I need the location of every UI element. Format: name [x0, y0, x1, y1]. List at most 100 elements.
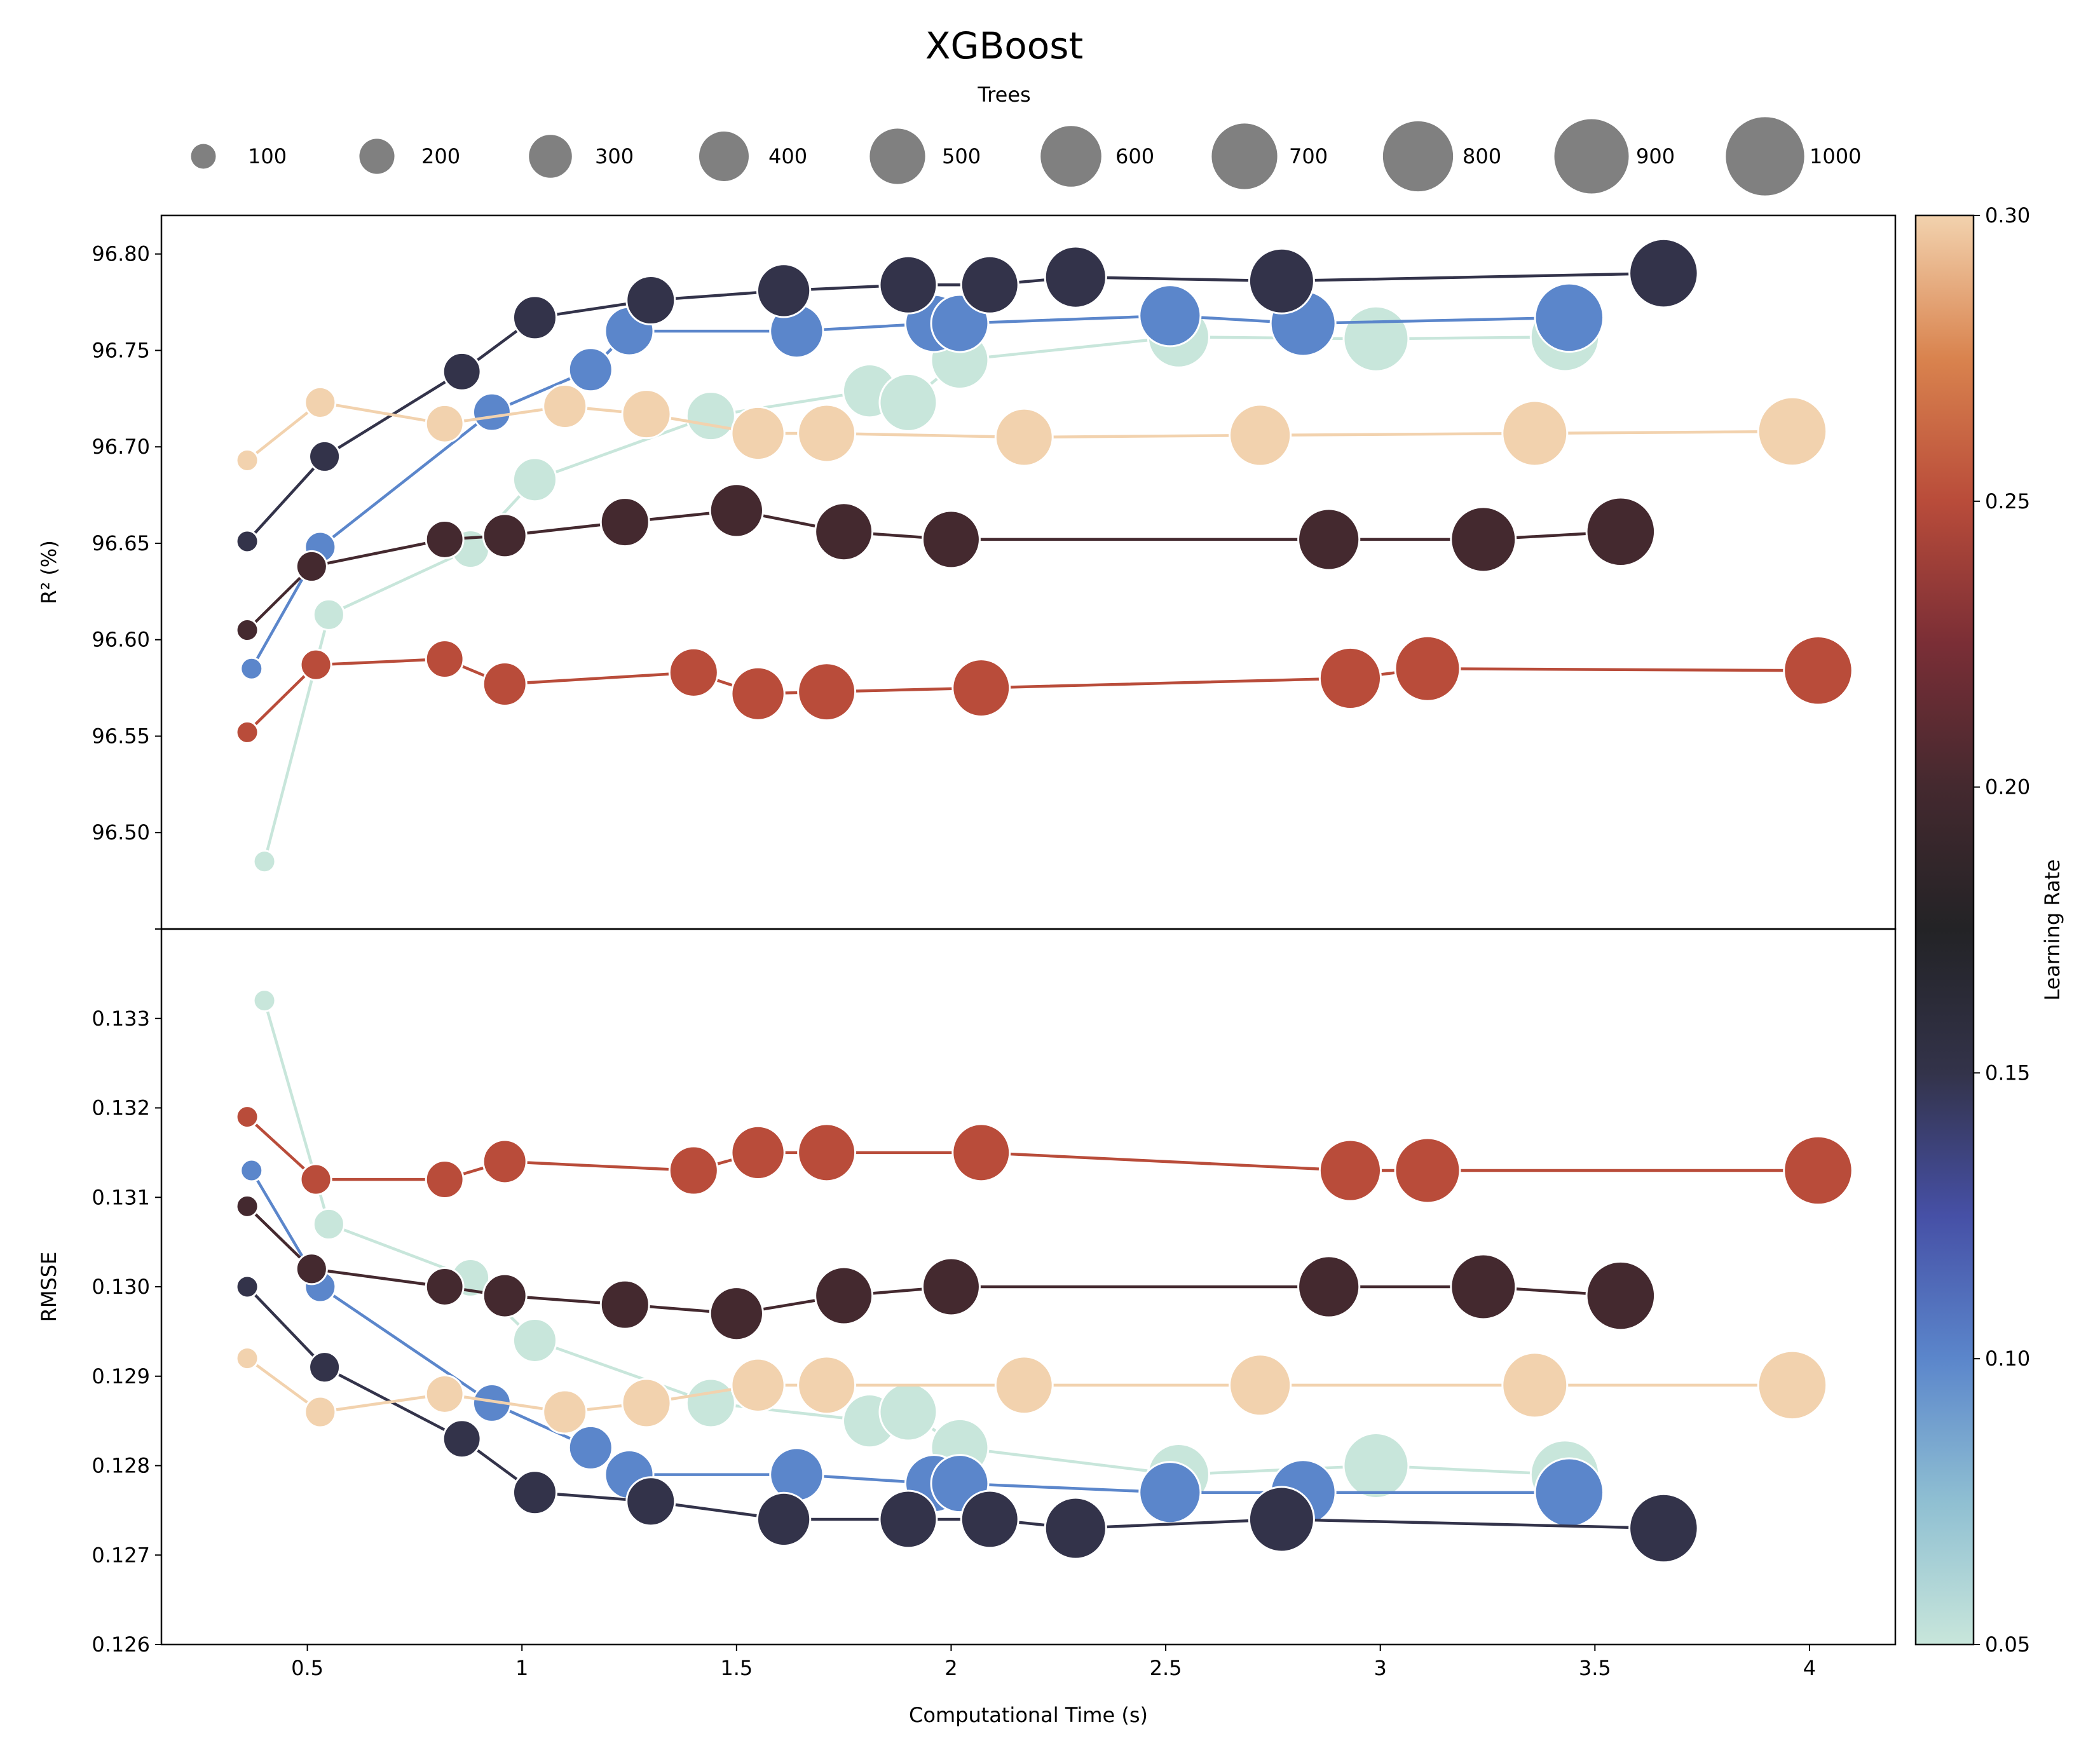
data-point	[1318, 1139, 1382, 1202]
data-point	[921, 510, 981, 569]
data-point	[472, 392, 512, 432]
y-tick-label: 0.133	[92, 1007, 150, 1031]
data-point	[425, 404, 465, 444]
data-point	[425, 519, 465, 559]
series-lr-0.2	[235, 483, 1656, 642]
series-lr-0.25	[235, 1105, 1853, 1206]
data-point	[1229, 1353, 1292, 1417]
data-point	[568, 347, 613, 393]
data-point	[709, 483, 764, 538]
data-point	[1248, 1486, 1315, 1553]
data-point	[1757, 396, 1828, 467]
data-point	[625, 1476, 676, 1527]
y-tick-label: 96.50	[92, 820, 150, 844]
data-point	[1394, 1137, 1461, 1204]
series-line	[246, 1115, 1818, 1181]
data-point	[542, 1389, 588, 1435]
data-point	[1138, 1461, 1202, 1524]
size-legend-title: Trees	[977, 83, 1030, 107]
data-point	[994, 1355, 1054, 1415]
legend-marker-700	[1211, 123, 1278, 189]
x-tick-label: 1.5	[720, 1656, 753, 1680]
y-tick-label: 96.75	[92, 338, 150, 362]
series-lr-0.05	[252, 989, 1600, 1510]
data-point	[442, 1419, 482, 1459]
data-point	[730, 1357, 786, 1413]
legend-marker-900	[1554, 119, 1629, 194]
plot-area	[235, 238, 1853, 874]
data-point	[797, 1355, 857, 1415]
legend-marker-100	[191, 144, 216, 169]
colorbar-tick-label: 0.15	[1985, 1061, 2030, 1085]
data-point	[240, 656, 264, 681]
data-point	[1501, 400, 1569, 467]
data-point	[921, 1257, 981, 1317]
y-tick-label: 0.132	[92, 1096, 150, 1120]
colorbar-tick-label: 0.10	[1985, 1346, 2030, 1371]
data-point	[1450, 1253, 1517, 1320]
legend-label-800: 800	[1462, 144, 1501, 168]
data-point	[730, 1125, 786, 1181]
data-point	[1628, 1493, 1699, 1564]
data-point	[425, 1160, 465, 1200]
data-point	[512, 1317, 557, 1363]
legend-label-500: 500	[942, 144, 981, 168]
colorbar-tick-label: 0.30	[1985, 203, 2030, 227]
data-point	[252, 989, 276, 1013]
data-point	[994, 407, 1054, 467]
legend-label-400: 400	[768, 144, 807, 168]
data-point	[756, 1491, 812, 1547]
data-point	[299, 648, 332, 681]
series-lr-0.3	[235, 383, 1828, 472]
data-point	[295, 550, 328, 583]
series-line	[246, 657, 1818, 734]
data-point	[512, 457, 557, 503]
colorbar-label: Learning Rate	[2040, 859, 2064, 1000]
x-tick-label: 3.5	[1579, 1656, 1611, 1680]
panel-rmsse: 0.126 0.127 0.128 0.129 0.130 0.131 0.132 0.133…	[37, 928, 1897, 1680]
data-point	[235, 1194, 259, 1218]
x-tick-label: 0.5	[291, 1656, 324, 1680]
legend-marker-300	[529, 135, 572, 178]
data-point	[1138, 284, 1202, 348]
data-point	[878, 255, 938, 315]
data-point	[1585, 1260, 1656, 1331]
series-lr-0.2	[235, 1194, 1656, 1341]
data-point	[240, 1158, 264, 1183]
data-point	[425, 1267, 465, 1306]
data-point	[685, 1378, 736, 1428]
data-point	[235, 1105, 259, 1129]
data-point	[1248, 247, 1315, 315]
colorbar-gradient	[1914, 214, 1975, 1646]
legend-marker-600	[1040, 126, 1101, 187]
y-axis-label: R² (%)	[37, 540, 61, 604]
data-point	[599, 497, 650, 548]
data-point	[1044, 245, 1107, 309]
y-tick-label: 0.128	[92, 1454, 150, 1478]
data-point	[568, 1425, 613, 1470]
data-point	[1534, 1457, 1605, 1528]
data-point	[235, 618, 259, 642]
legend-marker-400	[699, 132, 749, 181]
y-tick-label: 0.127	[92, 1543, 150, 1567]
legend-marker-200	[359, 139, 395, 174]
data-point	[1229, 404, 1292, 467]
series-lr-0.15	[235, 238, 1699, 553]
data-point	[1501, 1352, 1569, 1419]
panel-r2: 96.50 96.55 96.60 96.65 96.70 96.75 96.80 R² (%…	[37, 214, 1897, 930]
colorbar-tick-label: 0.05	[1985, 1632, 2030, 1657]
data-point	[235, 1275, 259, 1299]
data-point	[482, 1139, 528, 1184]
x-tick-label: 4	[1803, 1656, 1816, 1680]
data-point	[482, 1273, 528, 1319]
legend-label-200: 200	[421, 144, 460, 168]
data-point	[621, 389, 672, 440]
data-point	[1394, 635, 1461, 702]
y-tick-label: 0.126	[92, 1632, 150, 1657]
y-axis-label: RMSSE	[37, 1252, 61, 1322]
data-point	[1585, 496, 1656, 567]
legend-label-100: 100	[248, 144, 287, 168]
data-point	[730, 666, 786, 721]
data-point	[668, 647, 719, 698]
